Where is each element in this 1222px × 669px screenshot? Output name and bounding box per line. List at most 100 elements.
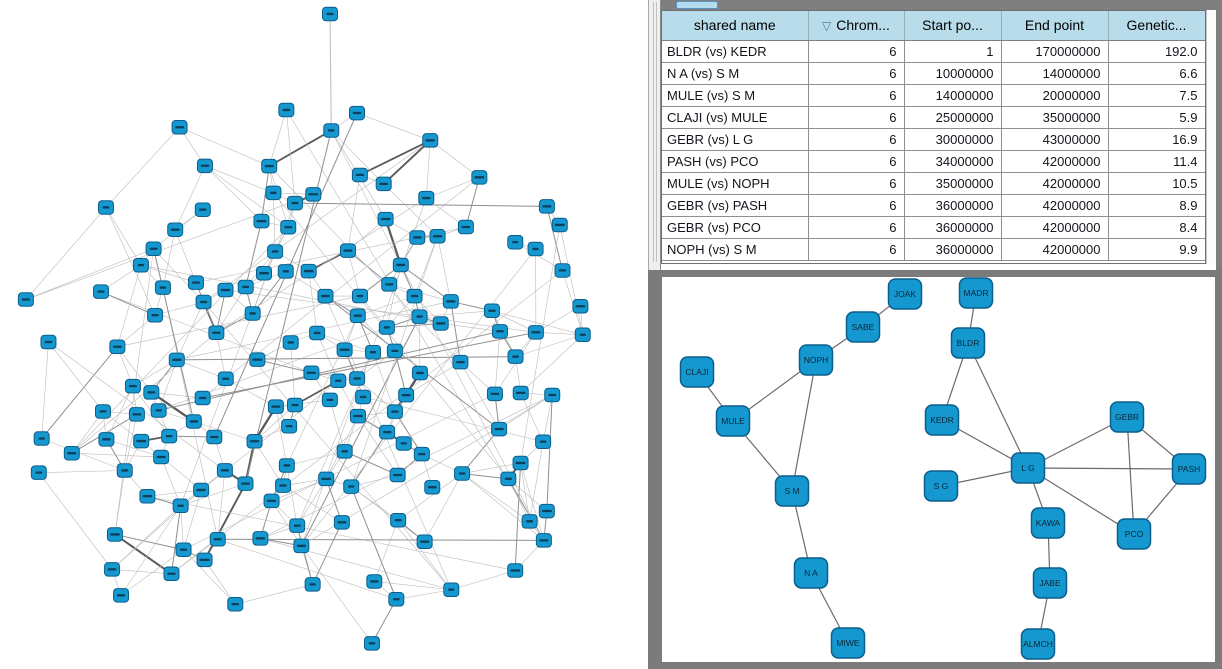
network-node[interactable] <box>277 264 294 279</box>
network-node[interactable] <box>409 230 426 245</box>
network-node[interactable] <box>293 538 310 554</box>
network-edge[interactable] <box>25 248 154 300</box>
network-edge[interactable] <box>140 264 441 324</box>
network-node[interactable] <box>195 294 212 310</box>
table-row[interactable]: N A (vs) S M 6 10000000 14000000 6.6 <box>662 62 1205 85</box>
network-node[interactable] <box>40 334 57 350</box>
network-node[interactable] <box>389 467 406 483</box>
network-node[interactable]: PASH <box>1171 453 1207 485</box>
network-edge[interactable] <box>286 451 345 466</box>
network-edge[interactable] <box>176 301 204 360</box>
network-node[interactable] <box>535 533 552 548</box>
network-node[interactable] <box>349 308 366 323</box>
network-edge[interactable] <box>356 112 431 141</box>
network-edge[interactable] <box>546 394 553 512</box>
network-node[interactable] <box>171 120 188 135</box>
network-node[interactable] <box>349 408 366 424</box>
network-edge[interactable] <box>414 236 438 297</box>
network-edge[interactable] <box>520 334 583 394</box>
network-node[interactable] <box>263 493 280 509</box>
network-edge[interactable] <box>117 295 361 348</box>
column-header-chrom[interactable]: ▽ Chrom... <box>808 11 905 41</box>
network-node[interactable] <box>491 324 508 339</box>
network-node[interactable] <box>193 482 210 498</box>
network-node[interactable] <box>265 185 282 201</box>
network-node[interactable] <box>395 436 412 451</box>
table-row[interactable]: GEBR (vs) PASH 6 36000000 42000000 8.9 <box>662 194 1205 217</box>
network-edge[interactable] <box>217 538 397 600</box>
network-node[interactable] <box>98 432 115 447</box>
network-edge[interactable] <box>396 589 452 600</box>
network-node[interactable] <box>348 105 365 121</box>
network-node[interactable]: KEDR <box>924 404 960 436</box>
network-node[interactable] <box>282 335 299 350</box>
network-node[interactable] <box>132 257 149 273</box>
network-edge[interactable] <box>268 129 332 167</box>
network-node[interactable] <box>377 211 394 227</box>
network-edge[interactable] <box>100 291 156 316</box>
network-node[interactable] <box>261 158 278 174</box>
network-node[interactable]: L G <box>1010 452 1046 484</box>
network-edge[interactable] <box>350 236 438 487</box>
network-node[interactable]: KAWA <box>1030 507 1066 539</box>
network-edge[interactable] <box>520 462 545 541</box>
network-node[interactable] <box>411 365 428 381</box>
table-row[interactable]: CLAJI (vs) MULE 6 25000000 35000000 5.9 <box>662 106 1205 129</box>
network-node[interactable] <box>443 582 460 598</box>
network-edge[interactable] <box>111 505 181 570</box>
network-node[interactable] <box>206 429 223 445</box>
network-edge[interactable] <box>216 332 227 379</box>
network-edge[interactable] <box>120 549 184 596</box>
network-edge[interactable] <box>154 301 204 316</box>
network-edge[interactable] <box>312 522 343 585</box>
network-edge[interactable] <box>791 359 817 492</box>
network-edge[interactable] <box>286 315 359 466</box>
network-edge[interactable] <box>225 378 277 407</box>
network-node[interactable]: MIWE <box>830 627 866 659</box>
network-node[interactable] <box>106 527 123 542</box>
network-edge[interactable] <box>290 342 296 406</box>
network-node[interactable] <box>375 176 392 192</box>
network-edge[interactable] <box>112 569 172 575</box>
network-node[interactable] <box>172 498 189 514</box>
network-node[interactable] <box>289 518 306 533</box>
network-edge[interactable] <box>48 341 104 412</box>
network-node[interactable]: JABE <box>1032 567 1068 599</box>
network-edge[interactable] <box>1027 467 1190 470</box>
network-node[interactable] <box>432 316 449 331</box>
network-node[interactable] <box>304 577 321 592</box>
network-node[interactable] <box>379 424 396 440</box>
network-edge[interactable] <box>180 483 246 507</box>
network-edge[interactable] <box>359 139 431 176</box>
network-edge[interactable] <box>183 549 236 605</box>
network-node[interactable]: SABE <box>845 311 881 343</box>
network-node[interactable]: S M <box>774 475 810 507</box>
network-edge[interactable] <box>383 139 431 185</box>
network-edge[interactable] <box>158 330 501 411</box>
network-node[interactable] <box>63 445 80 461</box>
network-node[interactable] <box>416 534 433 550</box>
network-node[interactable] <box>147 307 164 323</box>
network-edge[interactable] <box>350 431 388 487</box>
network-edge[interactable] <box>329 13 332 131</box>
table-row[interactable]: GEBR (vs) L G 6 30000000 43000000 16.9 <box>662 128 1205 151</box>
network-node[interactable] <box>154 280 171 295</box>
network-node[interactable] <box>97 200 114 215</box>
network-edge[interactable] <box>105 127 180 208</box>
network-edge[interactable] <box>520 392 544 442</box>
network-node[interactable] <box>507 349 524 364</box>
network-node[interactable] <box>418 190 435 206</box>
network-node[interactable] <box>305 187 322 202</box>
network-edge[interactable] <box>117 265 142 347</box>
main-network-canvas[interactable] <box>0 0 648 669</box>
network-node[interactable]: GEBR <box>1109 401 1145 433</box>
network-edge[interactable] <box>106 439 162 458</box>
network-edge[interactable] <box>204 559 236 605</box>
network-node[interactable] <box>209 532 226 547</box>
network-node[interactable] <box>339 243 356 258</box>
network-node[interactable] <box>145 241 162 257</box>
network-node[interactable] <box>411 309 428 324</box>
network-edge[interactable] <box>1027 467 1135 535</box>
network-edge[interactable] <box>316 332 339 381</box>
network-node[interactable]: MULE <box>715 405 751 437</box>
